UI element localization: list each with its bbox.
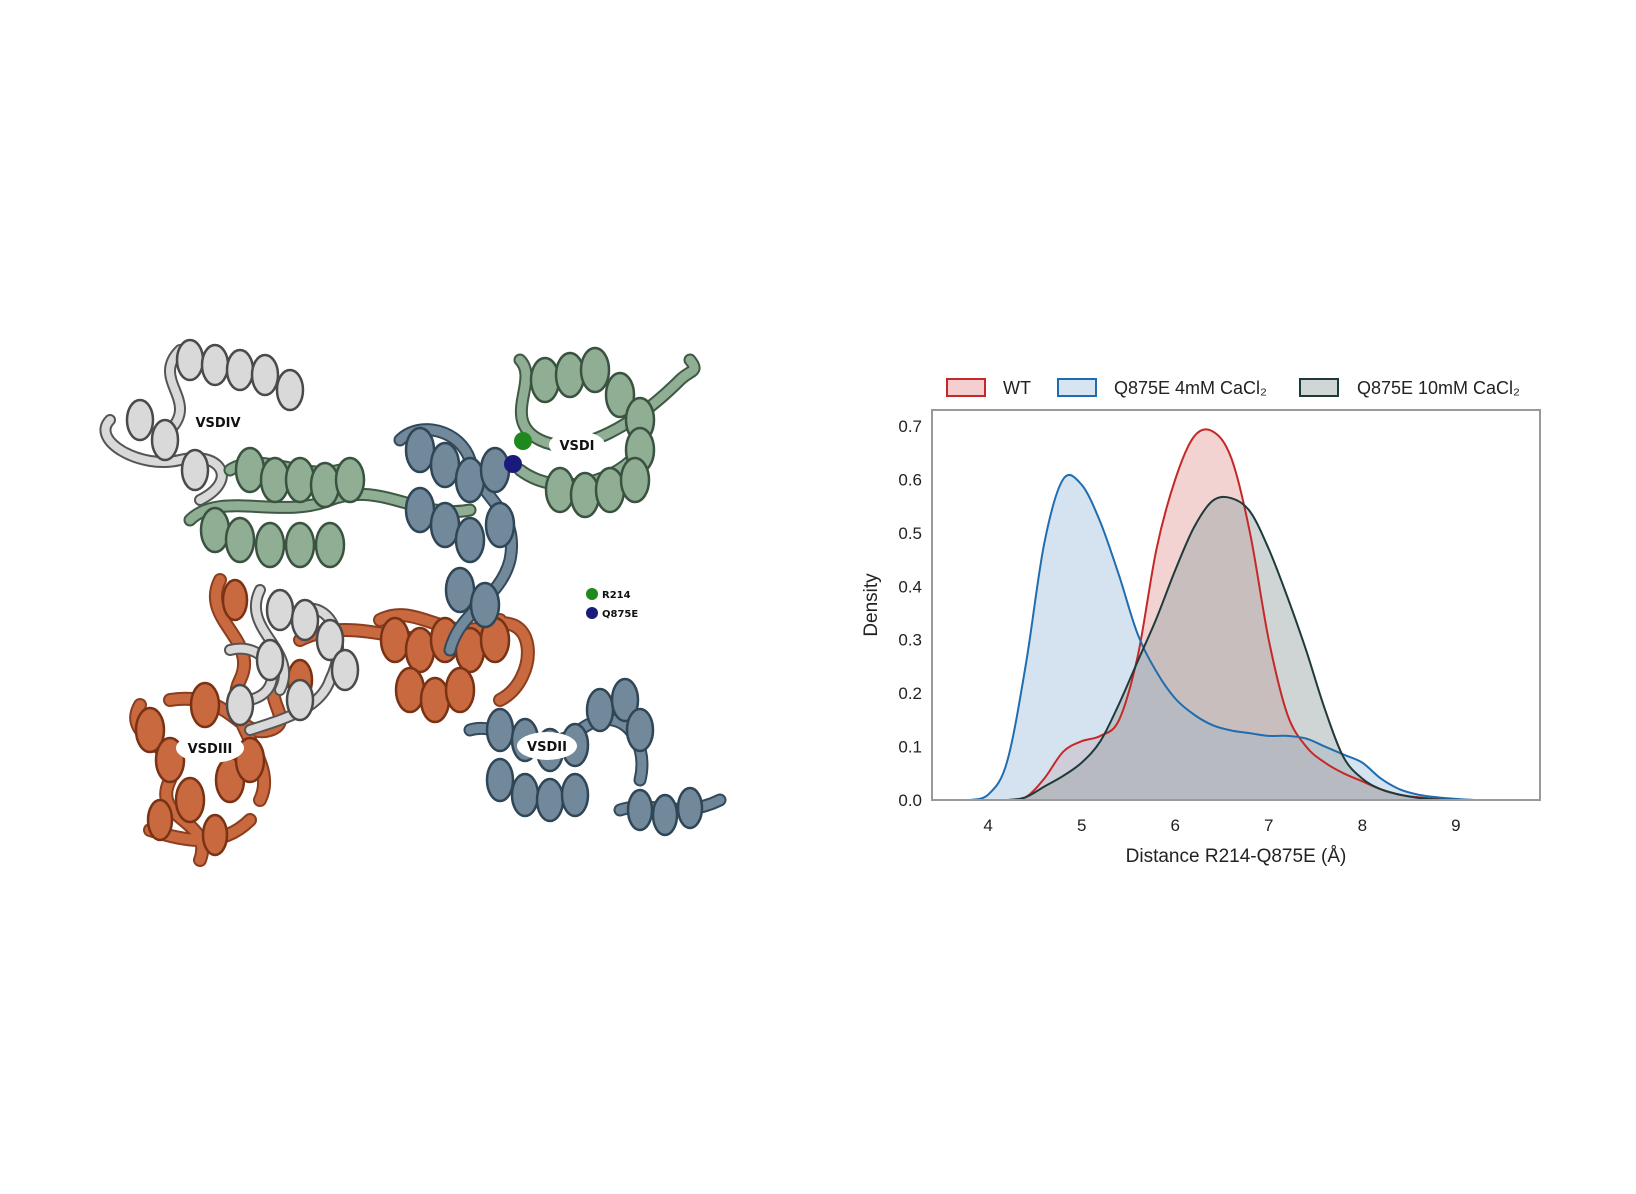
y-tick-label: 0.2 bbox=[898, 684, 922, 703]
x-axis-title: Distance R214-Q875E (Å) bbox=[1126, 846, 1347, 867]
y-tick-label: 0.1 bbox=[898, 738, 922, 757]
x-tick-label: 6 bbox=[1170, 816, 1179, 835]
legend-label-wt: WT bbox=[1003, 378, 1031, 398]
protein-structure-illustration: VSDIV VSDI VSDIII VSDII R214 Q875E bbox=[99, 338, 727, 867]
y-tick-label: 0.6 bbox=[898, 471, 922, 490]
y-axis-title: Density bbox=[861, 573, 882, 637]
y-tick-label: 0.7 bbox=[898, 417, 922, 436]
x-tick-label: 5 bbox=[1077, 816, 1086, 835]
legend-r214-dot bbox=[586, 588, 598, 600]
legend-swatch-10mm bbox=[1299, 378, 1339, 397]
x-tick-label: 8 bbox=[1358, 816, 1367, 835]
y-axis: 0.0 0.1 0.2 0.3 0.4 0.5 0.6 0.7 bbox=[898, 417, 922, 810]
y-tick-label: 0.0 bbox=[898, 791, 922, 810]
legend-r214-label: R214 bbox=[602, 590, 631, 601]
plot-frame bbox=[931, 409, 1541, 801]
domain-label-vsdiii: VSDIII bbox=[188, 742, 233, 757]
vsdiv-domain bbox=[99, 338, 360, 736]
density-area-series-2 bbox=[950, 496, 1531, 800]
legend-label-4mm: Q875E 4mM CaCl₂ bbox=[1114, 378, 1267, 398]
domain-label-vsdi: VSDI bbox=[559, 439, 594, 454]
x-tick-label: 4 bbox=[983, 816, 992, 835]
y-tick-label: 0.4 bbox=[898, 577, 922, 596]
domain-labels: VSDIV VSDI VSDIII VSDII bbox=[176, 407, 605, 763]
y-tick-label: 0.3 bbox=[898, 631, 922, 650]
vsdiii-domain bbox=[129, 573, 535, 867]
x-tick-label: 7 bbox=[1264, 816, 1273, 835]
legend-q875e-label: Q875E bbox=[602, 609, 638, 620]
density-area-series-1 bbox=[950, 474, 1531, 800]
density-line-series-1 bbox=[950, 474, 1531, 801]
domain-label-vsdiv: VSDIV bbox=[195, 416, 240, 431]
legend-label-10mm: Q875E 10mM CaCl₂ bbox=[1357, 378, 1520, 398]
legend-swatch-4mm bbox=[1057, 378, 1097, 397]
r214-marker bbox=[514, 432, 532, 450]
x-tick-label: 9 bbox=[1451, 816, 1460, 835]
legend-swatch-wt bbox=[946, 378, 986, 397]
q875e-marker bbox=[504, 455, 522, 473]
chart-areas bbox=[950, 428, 1531, 801]
density-chart: 4 5 6 7 8 9 0.0 0.1 0.2 0.3 0.4 0.5 0.6 0.7 Distance… bbox=[861, 378, 1541, 867]
y-tick-label: 0.5 bbox=[898, 524, 922, 543]
legend-q875e-dot bbox=[586, 607, 598, 619]
chart-legend: WT Q875E 4mM CaCl₂ Q875E 10mM CaCl₂ bbox=[946, 378, 1520, 398]
domain-label-vsdii: VSDII bbox=[527, 740, 567, 755]
x-axis: 4 5 6 7 8 9 bbox=[983, 816, 1460, 835]
residue-legend: R214 Q875E bbox=[586, 588, 638, 620]
vsdi-domain bbox=[183, 346, 701, 569]
